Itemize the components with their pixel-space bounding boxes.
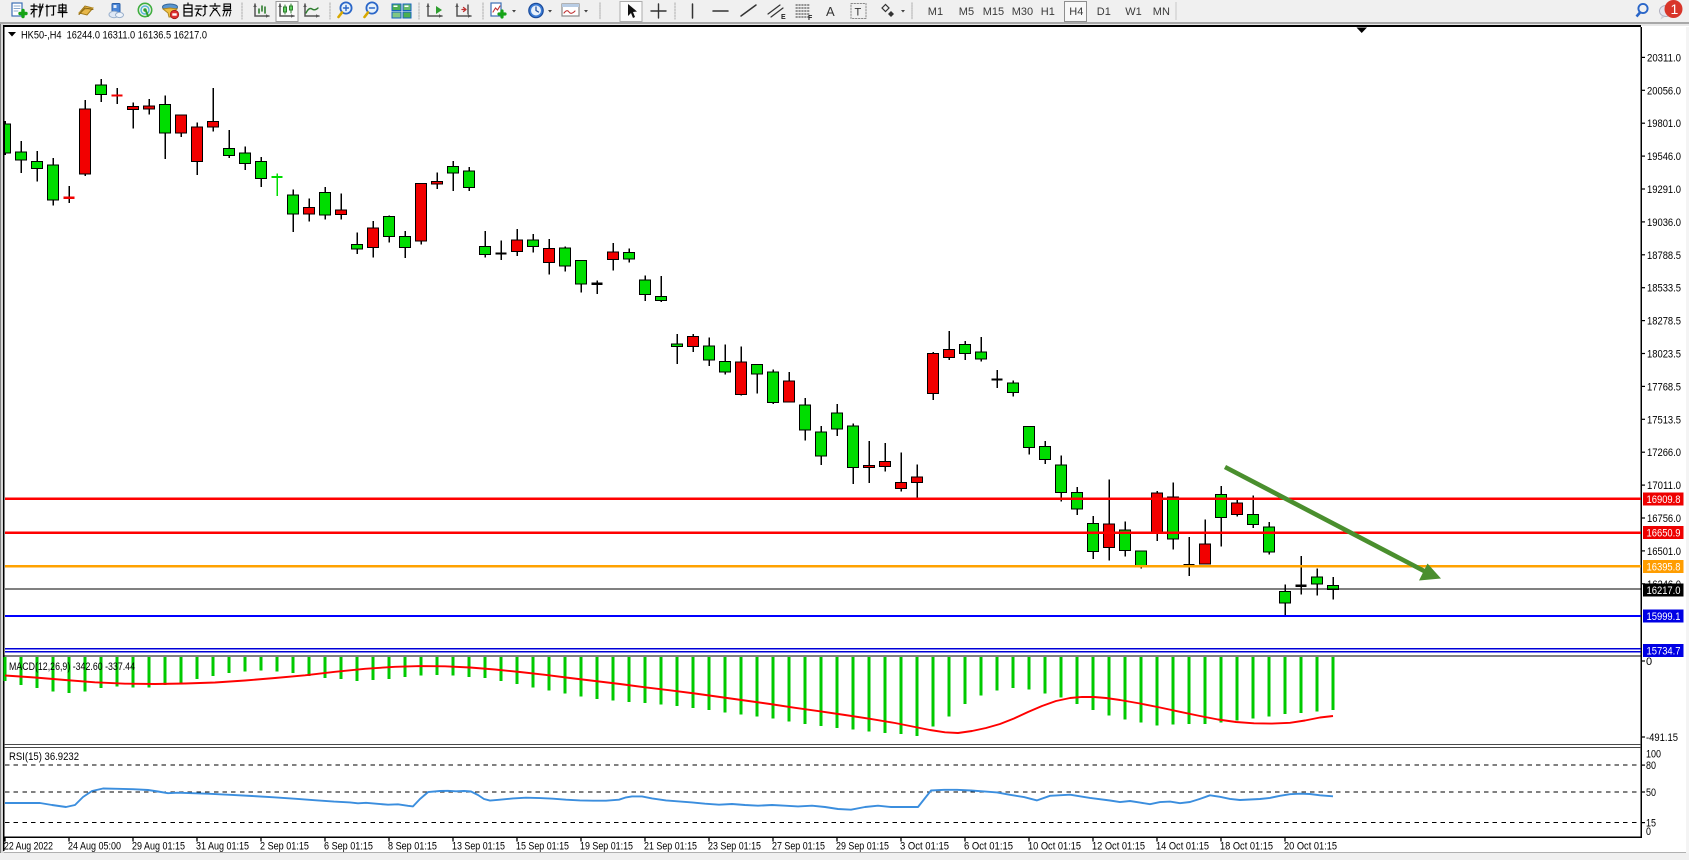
svg-text:18533.5: 18533.5 (1647, 283, 1681, 295)
svg-text:13 Sep 01:15: 13 Sep 01:15 (452, 841, 505, 853)
svg-text:H1: H1 (1041, 6, 1055, 18)
svg-text:16909.8: 16909.8 (1647, 494, 1681, 506)
svg-text:18278.5: 18278.5 (1647, 316, 1681, 328)
svg-text:19801.0: 19801.0 (1647, 118, 1681, 130)
svg-text:6 Sep 01:15: 6 Sep 01:15 (324, 841, 373, 853)
svg-text:RSI(15) 36.9232: RSI(15) 36.9232 (9, 751, 79, 763)
svg-text:E: E (781, 14, 786, 21)
svg-text:M1: M1 (928, 6, 943, 18)
svg-text:10 Oct 01:15: 10 Oct 01:15 (1028, 841, 1081, 853)
svg-text:20 Oct 01:15: 20 Oct 01:15 (1284, 841, 1337, 853)
svg-text:M5: M5 (959, 6, 974, 18)
svg-text:15734.7: 15734.7 (1647, 646, 1681, 658)
svg-text:19036.0: 19036.0 (1647, 217, 1681, 229)
svg-text:14 Oct 01:15: 14 Oct 01:15 (1156, 841, 1209, 853)
svg-text:31 Aug 01:15: 31 Aug 01:15 (196, 841, 249, 853)
svg-text:18 Oct 01:15: 18 Oct 01:15 (1220, 841, 1273, 853)
svg-text:0: 0 (1646, 826, 1651, 838)
svg-text:A: A (826, 4, 835, 19)
svg-text:16395.8: 16395.8 (1647, 561, 1681, 573)
svg-text:16650.9: 16650.9 (1647, 528, 1681, 540)
svg-text:24 Aug 05:00: 24 Aug 05:00 (68, 841, 121, 853)
svg-text:T: T (855, 7, 862, 19)
svg-text:100: 100 (1646, 749, 1661, 761)
svg-text:19291.0: 19291.0 (1647, 184, 1681, 196)
svg-text:15999.1: 15999.1 (1647, 611, 1681, 623)
svg-text:23 Sep 01:15: 23 Sep 01:15 (708, 841, 761, 853)
svg-text:2 Sep 01:15: 2 Sep 01:15 (260, 841, 309, 853)
svg-text:M15: M15 (983, 6, 1004, 18)
svg-text:16501.0: 16501.0 (1647, 546, 1681, 558)
svg-text:17266.0: 17266.0 (1647, 447, 1681, 459)
svg-text:M30: M30 (1012, 6, 1033, 18)
svg-text:HK50-,H4 16244.0 16311.0 1613: HK50-,H4 16244.0 16311.0 16136.5 16217.0 (21, 30, 207, 42)
svg-text:17768.5: 17768.5 (1647, 381, 1681, 393)
svg-text:18023.5: 18023.5 (1647, 349, 1681, 361)
svg-text:6 Oct 01:15: 6 Oct 01:15 (964, 841, 1013, 853)
svg-text:0: 0 (1646, 656, 1652, 668)
svg-text:19 Sep 01:15: 19 Sep 01:15 (580, 841, 633, 853)
svg-text:22 Aug 2022: 22 Aug 2022 (4, 841, 53, 853)
svg-text:MACD(12,26,9) -342.60 -337.44: MACD(12,26,9) -342.60 -337.44 (9, 661, 135, 673)
svg-text:50: 50 (1646, 787, 1656, 799)
svg-text:21 Sep 01:15: 21 Sep 01:15 (644, 841, 697, 853)
svg-text:H4: H4 (1069, 6, 1083, 18)
svg-text:20056.0: 20056.0 (1647, 85, 1681, 97)
svg-text:19546.0: 19546.0 (1647, 151, 1681, 163)
svg-text:80: 80 (1646, 760, 1656, 772)
svg-text:12 Oct 01:15: 12 Oct 01:15 (1092, 841, 1145, 853)
svg-text:27 Sep 01:15: 27 Sep 01:15 (772, 841, 825, 853)
svg-text:F: F (808, 15, 813, 22)
svg-text:W1: W1 (1125, 6, 1142, 18)
svg-text:MN: MN (1153, 6, 1170, 18)
svg-text:D1: D1 (1097, 6, 1111, 18)
svg-text:17513.5: 17513.5 (1647, 414, 1681, 426)
svg-text:20311.0: 20311.0 (1647, 52, 1681, 64)
svg-text:8 Sep 01:15: 8 Sep 01:15 (388, 841, 437, 853)
svg-text:16756.0: 16756.0 (1647, 513, 1681, 525)
svg-text:1: 1 (1671, 1, 1679, 17)
svg-text:-491.15: -491.15 (1646, 732, 1678, 744)
svg-text:29 Aug 01:15: 29 Aug 01:15 (132, 841, 185, 853)
svg-text:17011.0: 17011.0 (1647, 480, 1681, 492)
svg-text:18788.5: 18788.5 (1647, 250, 1681, 262)
svg-text:15: 15 (1646, 818, 1656, 830)
svg-text:15 Sep 01:15: 15 Sep 01:15 (516, 841, 569, 853)
svg-text:16217.0: 16217.0 (1647, 585, 1681, 597)
svg-text:29 Sep 01:15: 29 Sep 01:15 (836, 841, 889, 853)
svg-text:3 Oct 01:15: 3 Oct 01:15 (900, 841, 949, 853)
